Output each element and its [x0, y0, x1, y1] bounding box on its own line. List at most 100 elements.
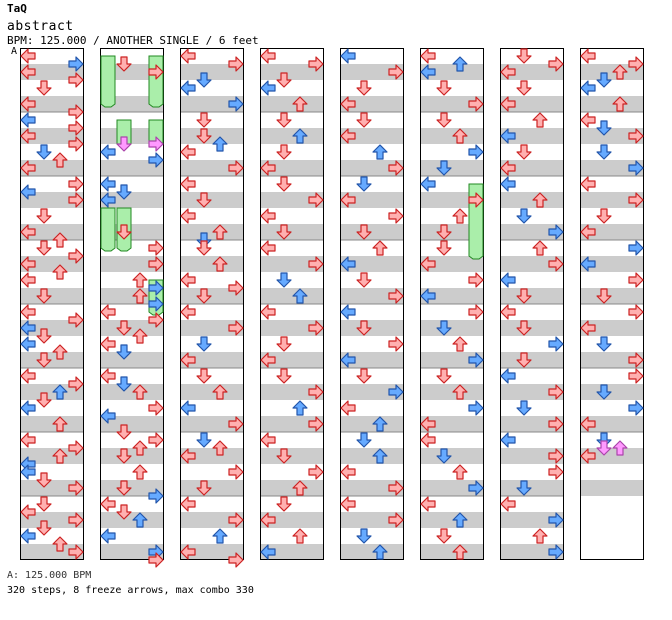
beat-stripe [500, 128, 564, 144]
arrow-up-icon [52, 416, 68, 432]
arrow-left-icon [420, 176, 436, 192]
beat-stripe [20, 320, 84, 336]
arrow-right-icon [548, 256, 564, 272]
arrow-left-icon [340, 96, 356, 112]
arrow-left-icon [340, 48, 356, 64]
arrow-right-icon [308, 56, 324, 72]
beat-stripe [340, 160, 404, 176]
arrow-right-icon [628, 56, 644, 72]
arrow-down-icon [36, 144, 52, 160]
arrow-left-icon [500, 128, 516, 144]
beat-stripe [500, 352, 564, 368]
beat-stripe [260, 416, 324, 432]
beat-stripe [420, 480, 484, 496]
beat-stripe [20, 224, 84, 240]
beat-stripe [20, 256, 84, 272]
arrow-right-icon [548, 416, 564, 432]
arrow-right-icon [148, 256, 164, 272]
arrow-down-icon [276, 368, 292, 384]
arrow-right-icon [68, 248, 84, 264]
arrow-right-icon [68, 120, 84, 136]
beat-stripe [100, 384, 164, 400]
beat-stripe [260, 448, 324, 464]
arrow-left-icon [260, 240, 276, 256]
beat-stripe [100, 320, 164, 336]
arrow-left-icon [20, 320, 36, 336]
arrow-down-icon [276, 336, 292, 352]
beat-stripe [20, 288, 84, 304]
arrow-left-icon [20, 368, 36, 384]
arrow-left-icon [100, 408, 116, 424]
beat-stripe [500, 96, 564, 112]
arrow-down-icon [596, 120, 612, 136]
arrow-left-icon [100, 496, 116, 512]
arrow-down-icon [116, 320, 132, 336]
arrow-down-icon [596, 144, 612, 160]
arrow-up-icon [292, 480, 308, 496]
arrow-down-icon [196, 112, 212, 128]
arrow-left-icon [100, 336, 116, 352]
arrow-down-icon [196, 288, 212, 304]
arrow-left-icon [420, 416, 436, 432]
beat-stripe [420, 288, 484, 304]
beat-stripe [260, 480, 324, 496]
arrow-down-icon [116, 504, 132, 520]
beat-stripe [180, 256, 244, 272]
beat-stripe [180, 352, 244, 368]
beat-stripe [180, 64, 244, 80]
arrow-down-icon [196, 192, 212, 208]
beat-stripe [180, 416, 244, 432]
arrow-right-icon [68, 480, 84, 496]
arrow-down-icon [276, 112, 292, 128]
beat-stripe [100, 64, 164, 80]
arrow-right-icon [68, 312, 84, 328]
arrow-down-icon [276, 496, 292, 512]
arrow-left-icon [580, 416, 596, 432]
arrow-left-icon [340, 352, 356, 368]
arrow-up-icon [452, 512, 468, 528]
beat-stripe [20, 192, 84, 208]
arrow-right-icon [468, 480, 484, 496]
beat-stripe [580, 288, 644, 304]
arrow-left-icon [500, 304, 516, 320]
arrow-left-icon [580, 112, 596, 128]
step-chart [20, 48, 644, 568]
arrow-right-icon [468, 144, 484, 160]
beat-stripe [260, 160, 324, 176]
beat-stripe [500, 320, 564, 336]
arrow-left-icon [180, 496, 196, 512]
chart-info: BPM: 125.000 / ANOTHER SINGLE / 6 feet [7, 34, 259, 47]
arrow-left-icon [500, 176, 516, 192]
beat-stripe [500, 512, 564, 528]
arrow-up-icon [532, 112, 548, 128]
chart-column [340, 48, 404, 560]
beat-stripe [340, 480, 404, 496]
arrow-right-icon [388, 64, 404, 80]
arrow-down-icon [36, 352, 52, 368]
arrow-right-icon [68, 176, 84, 192]
arrow-right-icon [228, 416, 244, 432]
beat-stripe [180, 480, 244, 496]
arrow-left-icon [500, 96, 516, 112]
arrow-right-icon [228, 160, 244, 176]
arrow-down-icon [356, 272, 372, 288]
beat-stripe [340, 128, 404, 144]
beat-stripe [340, 448, 404, 464]
arrow-right-icon [628, 160, 644, 176]
beat-stripe [500, 224, 564, 240]
beat-stripe [20, 64, 84, 80]
arrow-down-icon [596, 336, 612, 352]
beat-stripe [420, 352, 484, 368]
arrow-right-icon [68, 376, 84, 392]
beat-stripe [580, 224, 644, 240]
arrow-left-icon [420, 48, 436, 64]
chart-column [260, 48, 324, 560]
arrow-up-icon [132, 328, 148, 344]
arrow-up-icon [452, 128, 468, 144]
arrow-left-icon [340, 400, 356, 416]
arrow-right-icon [468, 352, 484, 368]
beat-stripe [260, 320, 324, 336]
arrow-up-icon [132, 384, 148, 400]
arrow-down-icon [116, 480, 132, 496]
beat-stripe [100, 448, 164, 464]
